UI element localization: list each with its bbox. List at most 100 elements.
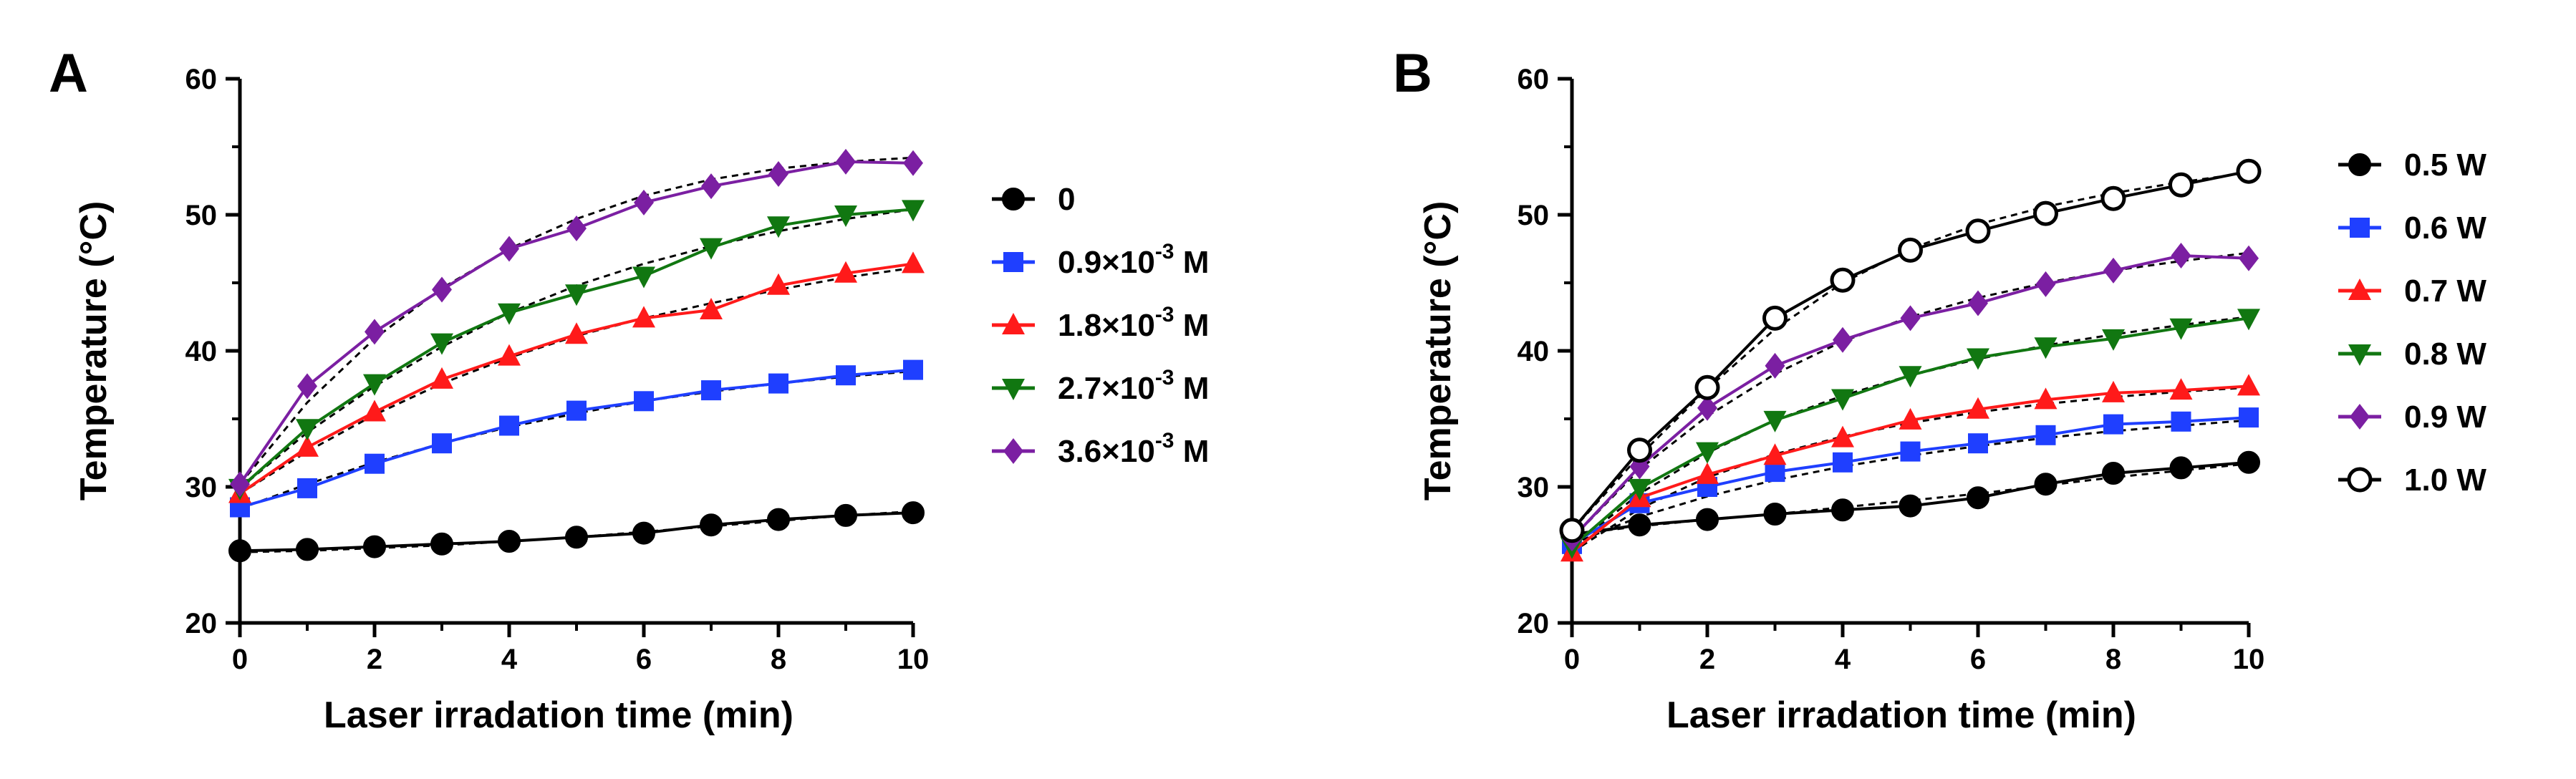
data-point [430,532,453,556]
legend-label: 0.9×10-3 M [1058,240,1209,280]
data-point [834,205,857,227]
series-group [230,359,923,518]
data-point [1900,441,1921,462]
series-line [239,368,914,509]
x-tick-label: 10 [2233,644,2265,675]
data-point [230,471,250,498]
data-point [903,150,923,176]
legend-item: 0.9×10-3 M [992,240,1209,280]
y-tick-label: 50 [1518,200,1550,231]
data-point [432,276,452,303]
data-point [565,284,588,306]
legend-marker [2350,404,2370,430]
data-point [1967,348,1989,370]
data-point [1762,305,1788,331]
data-point [1697,395,1717,421]
data-point [700,298,723,319]
data-point [902,200,925,222]
y-axis-label-a: Temperature (°C) [73,201,115,501]
data-point [228,539,251,563]
data-point [432,433,452,454]
legend-marker [1002,379,1025,400]
data-point [634,189,654,216]
data-point [566,400,587,421]
data-point [1899,366,1922,388]
data-point [2237,374,2260,396]
data-point [2102,462,2125,485]
data-point [2100,185,2126,211]
data-point [1628,513,1651,537]
data-point [1559,518,1585,543]
legend-item: 1.0 W [2338,463,2486,498]
fit-curve [1571,171,2249,531]
data-point [903,359,923,380]
data-point [767,508,790,531]
legend-label: 0.6 W [2404,211,2486,246]
data-point [499,415,519,436]
data-point [836,365,856,386]
legend-item: 1.8×10-3 M [992,303,1209,343]
series-group [228,200,925,500]
legend-label-base: 0.8 W [2404,337,2486,372]
data-point [1628,478,1651,500]
data-point [701,173,721,200]
x-tick-label: 2 [1699,644,1715,675]
legend-item: 0.6 W [2338,211,2486,246]
fit-curve [1571,463,2249,536]
data-point [296,538,319,561]
data-point [1833,326,1853,353]
data-point [1968,433,1988,454]
panel-b: B 20 30 40 50 60 0 2 4 6 8 10 0.5 W 0.6 W 0.7 W 0.8 W… [1393,43,2486,736]
legend-b: 0.5 W 0.6 W 0.7 W 0.8 W 0.9 W 1.0 W [2338,147,2486,498]
x-tick-label: 4 [501,644,518,675]
data-point [565,322,588,344]
series-group [1559,158,2262,543]
data-point [2239,407,2259,428]
data-point [2034,473,2058,496]
legend-marker [1002,188,1025,211]
data-point [1830,267,1856,293]
fit-curve [238,156,914,485]
data-point [297,478,317,498]
fit-curve [239,266,914,495]
legend-label: 0.7 W [2404,274,2486,309]
data-point [834,261,857,283]
y-tick-label: 60 [185,64,218,95]
data-point [632,266,655,289]
x-tick-label: 6 [636,644,652,675]
legend-item: 2.7×10-3 M [992,366,1209,406]
panel-label-b: B [1393,43,1432,104]
legend-label: 3.6×10-3 M [1058,429,1209,469]
data-point [902,501,925,525]
series-b [1559,158,2262,562]
y-tick-label: 30 [1518,472,1550,503]
legend-label-base: 0.7 W [2404,274,2486,309]
x-tick-label: 8 [771,644,786,675]
legend-label-base: 1.0 W [2404,463,2486,498]
data-point [1968,290,1988,316]
data-point [363,400,386,422]
x-tick-label: 6 [1970,644,1986,675]
legend-item: 0.8 W [2338,337,2486,372]
data-point [2237,309,2260,331]
legend-label-unit: M [1174,434,1210,469]
data-point [2171,243,2191,268]
data-point [1831,389,1854,411]
data-point [634,391,654,412]
data-point [2169,378,2193,400]
data-point [2169,172,2194,198]
legend-item: 0.5 W [2338,147,2486,183]
legend-item: 0.7 W [2338,274,2486,309]
x-tick-label: 10 [897,644,930,675]
legend-label-base: 0.9×10 [1058,245,1155,280]
data-point [632,521,655,545]
data-point [2237,450,2260,474]
legend-label-base: 0.6 W [2404,211,2486,246]
y-tick-label: 40 [1518,336,1550,367]
data-point [296,419,319,441]
legend-item: 0.9 W [2338,400,2486,435]
data-point [499,236,519,262]
legend-marker [2347,467,2373,493]
series-a [228,148,925,563]
data-point [363,374,386,396]
